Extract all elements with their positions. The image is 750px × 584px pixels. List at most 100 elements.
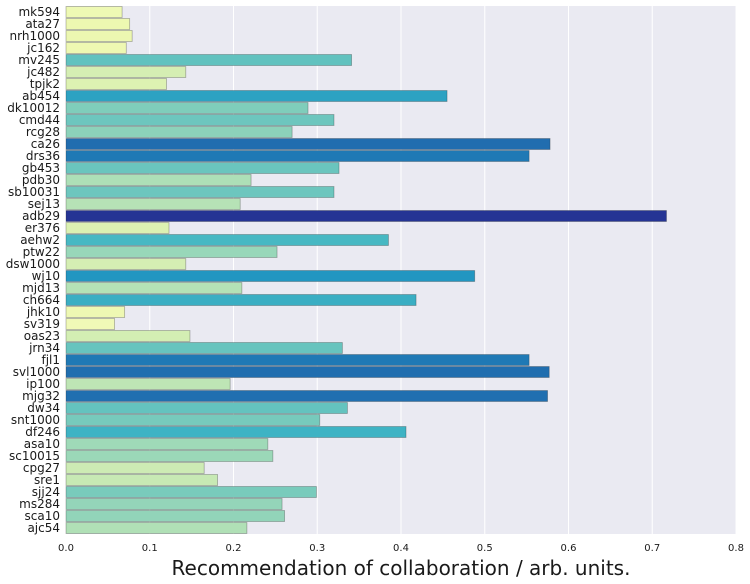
y-tick-label: sjj24 xyxy=(32,485,60,499)
bar-ms284 xyxy=(65,498,283,510)
y-tick-label: sej13 xyxy=(28,197,60,211)
y-tick-label: aehw2 xyxy=(20,233,60,247)
bar-dw34 xyxy=(65,402,348,414)
bar-sej13 xyxy=(65,198,241,210)
bar-rcg28 xyxy=(65,126,293,138)
y-tick-label: ms284 xyxy=(19,497,60,511)
bars xyxy=(65,6,667,534)
y-tick-label: ca26 xyxy=(31,137,60,151)
x-tick-label: 0.2 xyxy=(226,543,242,554)
y-tick-label: ch664 xyxy=(23,293,60,307)
y-tick-label: wj10 xyxy=(32,269,60,283)
y-tick-label: cmd44 xyxy=(19,113,60,127)
bar-pdb30 xyxy=(65,174,252,186)
y-tick-label: svl1000 xyxy=(13,365,60,379)
y-tick-label: dk10012 xyxy=(7,101,60,115)
bar-ajc54 xyxy=(65,522,248,534)
bar-df246 xyxy=(65,426,407,438)
y-tick-label: mjg32 xyxy=(22,389,60,403)
y-tick-label: jc162 xyxy=(26,41,60,55)
x-tick-label: 0.4 xyxy=(393,543,409,554)
y-tick-label: adb29 xyxy=(22,209,60,223)
y-tick-label: tpjk2 xyxy=(30,77,60,91)
y-tick-label: sb10031 xyxy=(8,185,60,199)
bar-oas23 xyxy=(65,330,191,342)
bar-tpjk2 xyxy=(65,78,167,90)
y-tick-label: mk594 xyxy=(18,5,60,19)
x-tick-label: 0.1 xyxy=(142,543,158,554)
bar-mjd13 xyxy=(65,282,243,294)
y-tick-label: df246 xyxy=(25,425,60,439)
bar-gb453 xyxy=(65,162,340,174)
bar-mv245 xyxy=(65,54,352,66)
bar-nrh1000 xyxy=(65,30,133,42)
y-tick-label: snt1000 xyxy=(11,413,60,427)
y-tick-label: mjd13 xyxy=(22,281,60,295)
bar-mjg32 xyxy=(65,390,548,402)
bar-sjj24 xyxy=(65,486,317,498)
bar-ptw22 xyxy=(65,246,278,258)
y-tick-label: ptw22 xyxy=(23,245,60,259)
x-tick-label: 0.6 xyxy=(561,543,577,554)
bar-cmd44 xyxy=(65,114,335,126)
bar-sv319 xyxy=(65,318,115,330)
y-tick-label: cpg27 xyxy=(23,461,60,475)
bar-ata27 xyxy=(65,18,131,30)
y-tick-label: rcg28 xyxy=(26,125,60,139)
y-tick-label: ab454 xyxy=(22,89,60,103)
bar-ch664 xyxy=(65,294,417,306)
bar-wj10 xyxy=(65,270,476,282)
bar-asa10 xyxy=(65,438,269,450)
bar-sre1 xyxy=(65,474,218,486)
bar-aehw2 xyxy=(65,234,389,246)
bar-snt1000 xyxy=(65,414,321,426)
x-tick-labels: 0.0 0.1 0.2 0.3 0.4 0.5 0.6 0.7 0.8 xyxy=(58,543,744,554)
bar-dk10012 xyxy=(65,102,309,114)
bar-svl1000 xyxy=(65,366,550,378)
y-tick-label: asa10 xyxy=(24,437,60,451)
y-tick-label: mv245 xyxy=(18,53,60,67)
bar-jc482 xyxy=(65,66,187,78)
bar-jrn34 xyxy=(65,342,343,354)
y-tick-label: er376 xyxy=(25,221,60,235)
x-tick-label: 0.0 xyxy=(58,543,74,554)
x-tick-label: 0.3 xyxy=(309,543,325,554)
bar-dsw1000 xyxy=(65,258,187,270)
y-tick-label: jc482 xyxy=(26,65,60,79)
y-tick-label: sv319 xyxy=(24,317,60,331)
bar-ip100 xyxy=(65,378,231,390)
y-tick-label: fjl1 xyxy=(41,353,60,367)
bar-drs36 xyxy=(65,150,530,162)
y-tick-label: ip100 xyxy=(26,377,60,391)
bar-mk594 xyxy=(65,6,123,18)
bar-sca10 xyxy=(65,510,285,522)
x-tick-label: 0.8 xyxy=(728,543,744,554)
y-tick-label: sc10015 xyxy=(9,449,60,463)
bar-sc10015 xyxy=(65,450,274,462)
y-tick-label: sca10 xyxy=(25,509,60,523)
x-tick-label: 0.5 xyxy=(477,543,493,554)
y-tick-label: oas23 xyxy=(24,329,60,343)
y-tick-label: dw34 xyxy=(27,401,60,415)
y-tick-label: pdb30 xyxy=(22,173,60,187)
bar-ab454 xyxy=(65,90,448,102)
bar-cpg27 xyxy=(65,462,205,474)
x-tick-label: 0.7 xyxy=(644,543,660,554)
y-tick-label: ata27 xyxy=(25,17,60,31)
y-tick-label: gb453 xyxy=(22,161,60,175)
y-tick-label: jhk10 xyxy=(26,305,60,319)
y-tick-label: sre1 xyxy=(34,473,60,487)
y-tick-labels: mk594ata27nrh1000jc162mv245jc482tpjk2ab4… xyxy=(6,5,60,535)
y-tick-label: drs36 xyxy=(26,149,60,163)
bar-jc162 xyxy=(65,42,127,54)
bar-er376 xyxy=(65,222,170,234)
bar-ca26 xyxy=(65,138,551,150)
y-tick-label: jrn34 xyxy=(28,341,60,355)
bar-jhk10 xyxy=(65,306,126,318)
y-tick-label: ajc54 xyxy=(27,521,60,535)
bar-adb29 xyxy=(65,210,667,222)
y-tick-label: nrh1000 xyxy=(10,29,60,43)
x-axis-label: Recommendation of collaboration / arb. u… xyxy=(172,556,631,580)
y-tick-label: dsw1000 xyxy=(6,257,60,271)
